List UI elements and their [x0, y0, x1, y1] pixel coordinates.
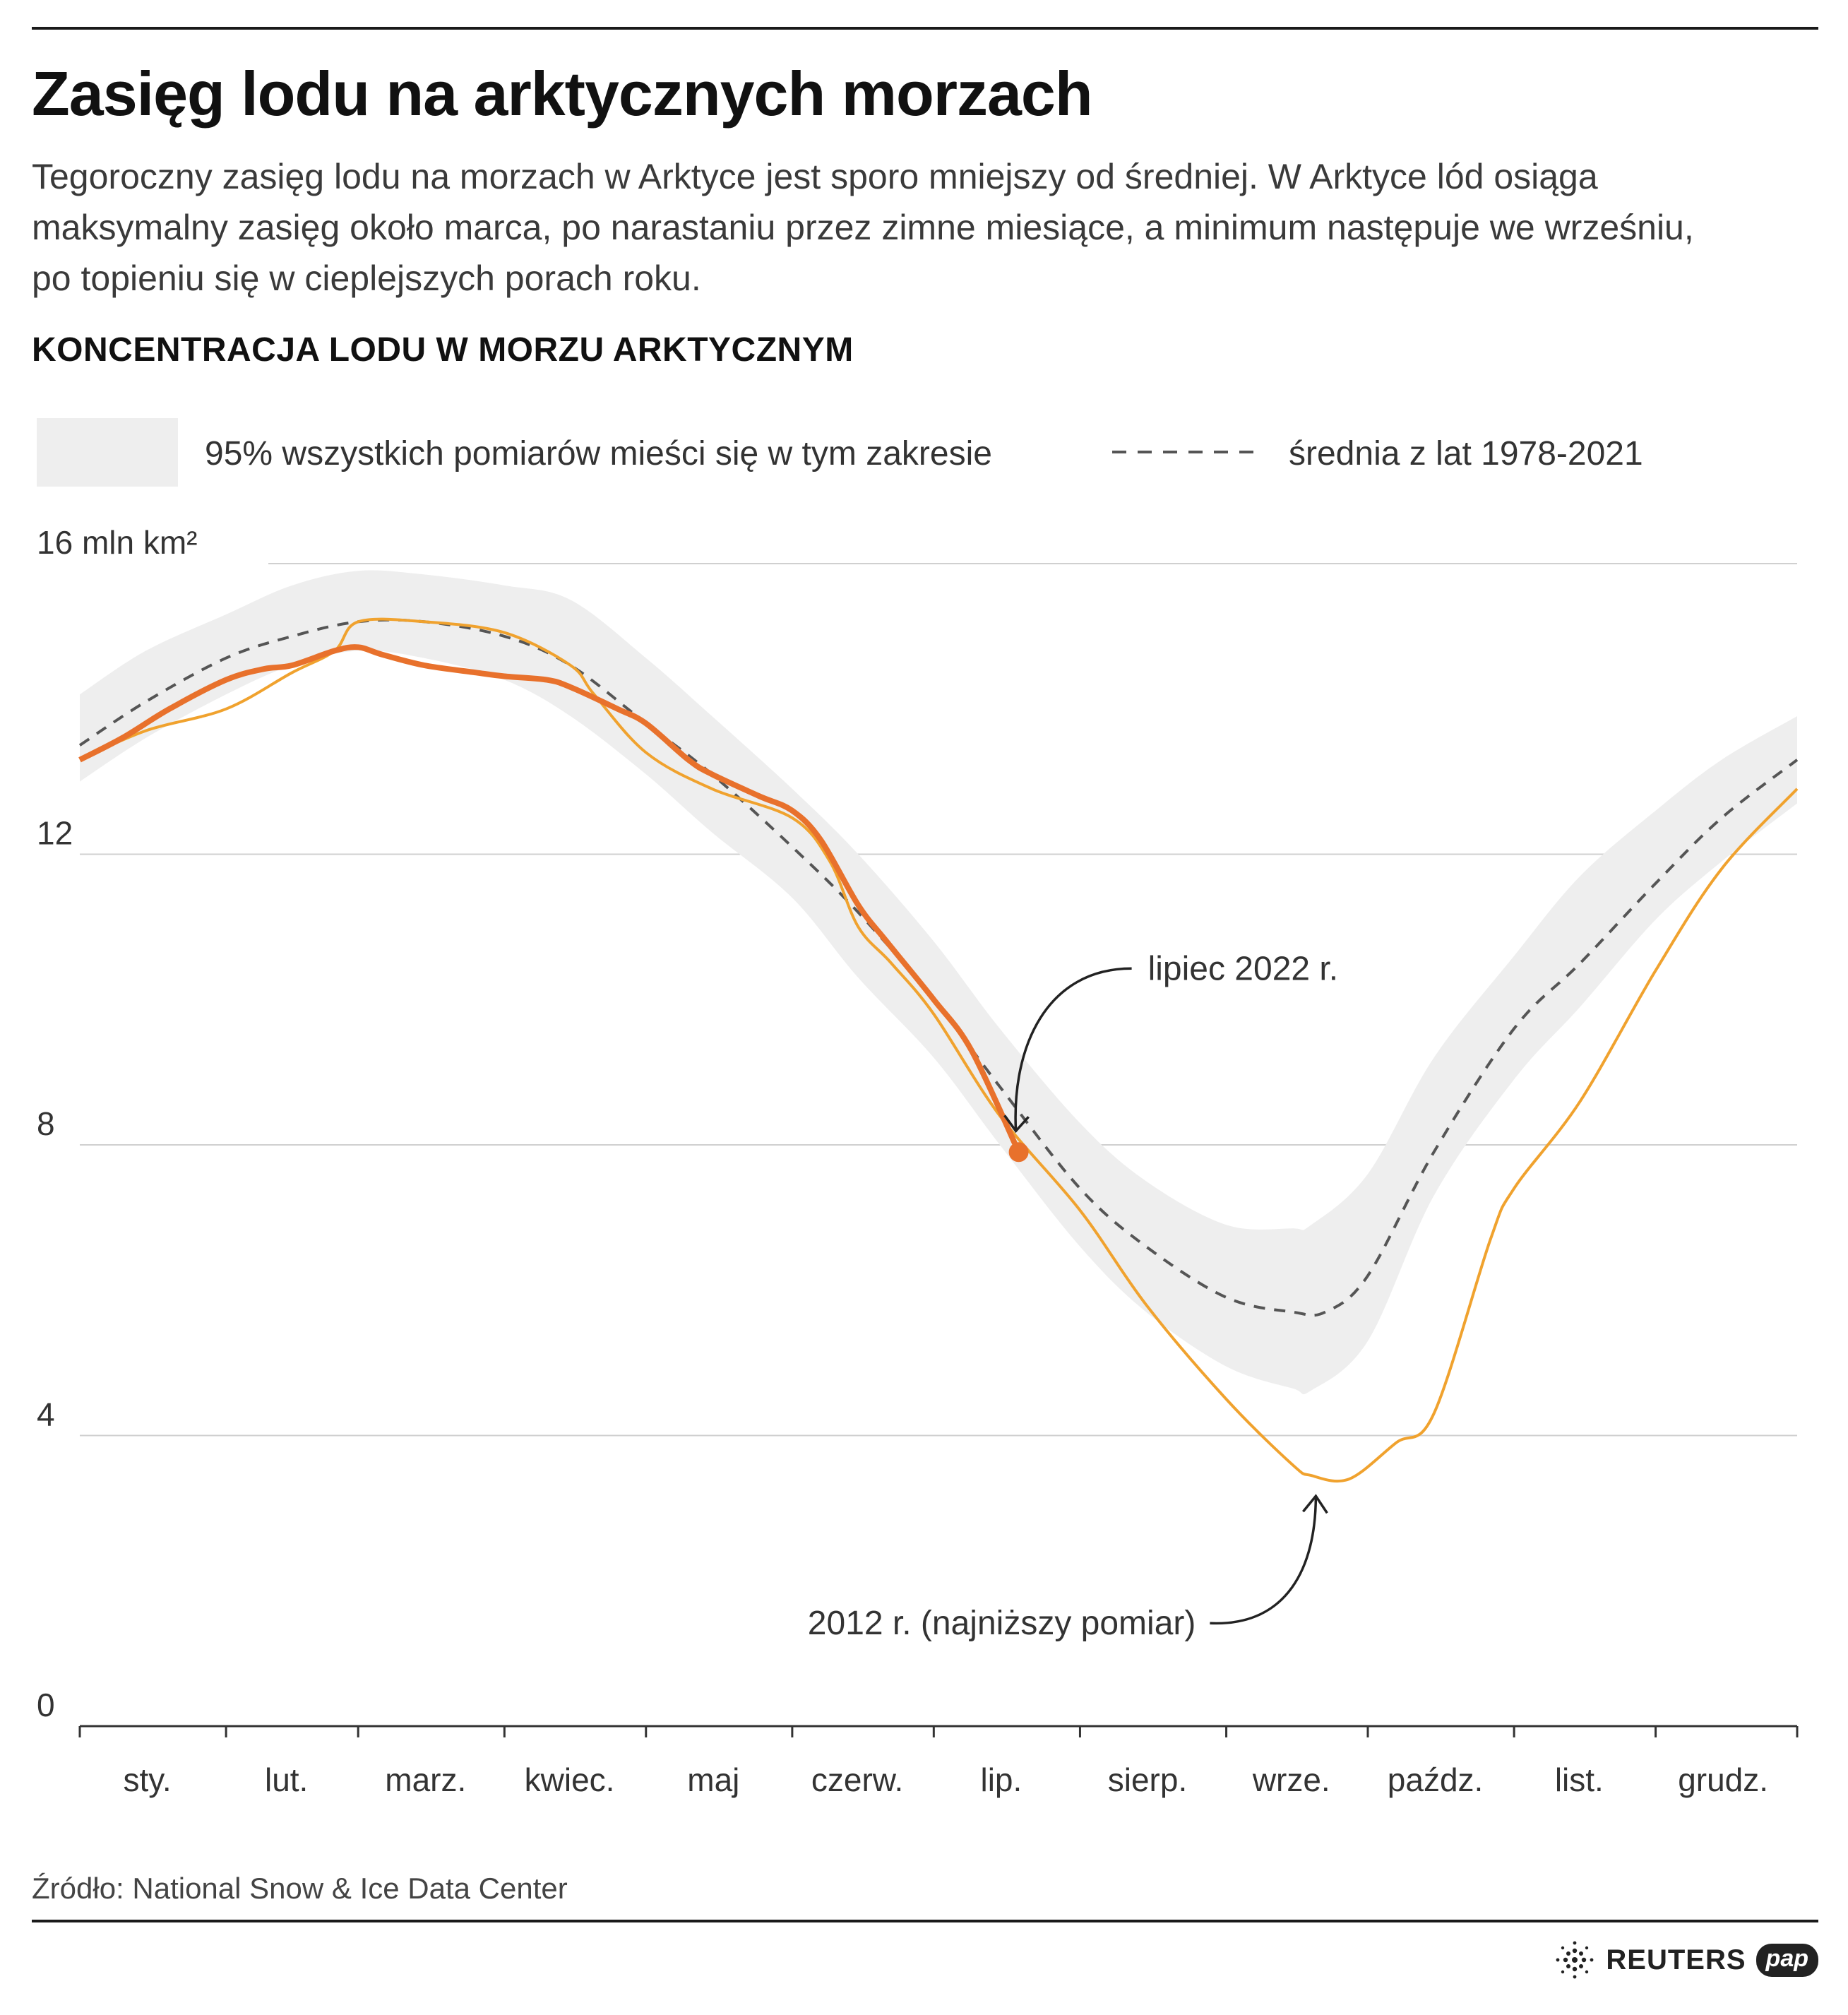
x-tick-label: czerw.: [811, 1761, 903, 1798]
logos: REUTERS pap: [1554, 1932, 1818, 1988]
annotation-arrow-2022: [1014, 967, 1132, 1131]
x-tick-label: lut.: [265, 1761, 308, 1798]
x-tick-label: marz.: [385, 1761, 466, 1798]
x-tick-label: lip.: [980, 1761, 1022, 1798]
y-tick-label: 8: [37, 1105, 55, 1142]
source-note: Źródło: National Snow & Ice Data Center: [32, 1872, 568, 1905]
y-tick-label: 4: [37, 1396, 55, 1433]
x-ticks: sty. lut. marz. kwiec. maj czerw. lip. sierp. wr…: [78, 1726, 1799, 1798]
x-tick-label: sierp.: [1108, 1761, 1187, 1798]
sea-ice-line-chart: 95% wszystkich pomiarów mieści się w tym…: [37, 418, 1799, 1798]
top-rule: [32, 27, 1818, 30]
chart-heading: KONCENTRACJA LODU W MORZU ARKTYCZNYM: [32, 331, 854, 369]
reuters-logo: REUTERS: [1606, 1944, 1746, 1975]
y-tick-labels: 0 4 8 12 16 mln km²: [37, 524, 197, 1723]
pap-logo: pap: [1755, 1943, 1818, 1977]
x-tick-label: wrze.: [1252, 1761, 1330, 1798]
series-line-2012: [79, 617, 1799, 1483]
x-tick-label: sty.: [123, 1761, 171, 1798]
y-tick-label: 16 mln km²: [37, 524, 197, 561]
chart-title: Zasięg lodu na arktycznych morzach: [32, 59, 1093, 129]
legend-band-swatch: [37, 418, 178, 487]
x-tick-label: grudz.: [1678, 1761, 1768, 1798]
series-layer: [78, 570, 1799, 1483]
x-tick-label: paźdz.: [1388, 1761, 1484, 1798]
x-tick-label: maj: [687, 1761, 739, 1798]
legend-band-label: 95% wszystkich pomiarów mieści się w tym…: [205, 435, 992, 472]
annotation-label-2012: 2012 r. (najniższy pomiar): [808, 1605, 1196, 1642]
range-band: [80, 570, 1797, 1395]
reuters-dots-icon: [1556, 1941, 1594, 1979]
current-point-marker: [1008, 1142, 1029, 1163]
annotation-label-2022: lipiec 2022 r.: [1148, 950, 1339, 987]
annotations: lipiec 2022 r. 2012 r. (najniższy pomiar): [808, 950, 1338, 1642]
arrowhead-icon: [1302, 1494, 1328, 1514]
series-line-2022: [78, 644, 1022, 1153]
x-tick-label: list.: [1555, 1761, 1604, 1798]
y-tick-label: 12: [37, 815, 73, 852]
arrowhead-icon: [1003, 1115, 1030, 1134]
y-tick-label: 0: [37, 1687, 55, 1723]
series-line-mean: [78, 618, 1799, 1317]
x-tick-label: kwiec.: [525, 1761, 615, 1798]
annotation-arrow-2012: [1210, 1496, 1318, 1624]
chart-subtitle: Tegoroczny zasięg lodu na morzach w Arkt…: [32, 157, 1694, 298]
bottom-rule: [32, 1920, 1818, 1922]
gridlines: [80, 563, 1797, 1437]
legend-mean-label: średnia z lat 1978-2021: [1289, 435, 1643, 472]
